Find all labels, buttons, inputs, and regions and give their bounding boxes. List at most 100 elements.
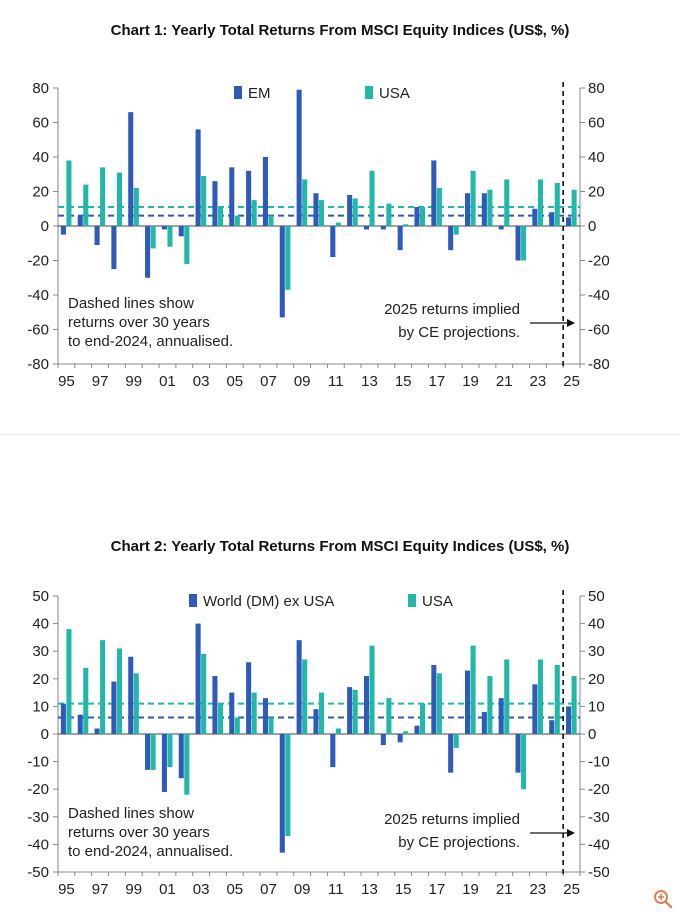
chart2-legend-swatch-0: [189, 594, 197, 607]
chart-2-title: Chart 2: Yearly Total Returns From MSCI …: [110, 538, 570, 555]
chart1-bar-b-2022: [521, 226, 527, 261]
chart1-arrow-head: [567, 319, 575, 327]
chart1-xtick-label: 15: [395, 373, 412, 390]
chart1-annotation-line-1: Dashed lines show: [68, 295, 194, 312]
chart2-bar-a-2009: [296, 640, 302, 734]
chart2-bar-a-2006: [246, 662, 252, 734]
chart1-bar-a-2004: [212, 181, 218, 226]
chart2-bar-a-1996: [77, 714, 83, 734]
chart-2: Chart 2: Yearly Total Returns From MSCI …: [0, 516, 680, 916]
chart1-bar-b-2005: [234, 215, 240, 226]
chart1-bar-a-2019: [464, 193, 471, 226]
chart1-xtick-label: 21: [496, 373, 513, 390]
chart1-xtick-label: 97: [92, 373, 109, 390]
chart2-bar-b-2012: [352, 689, 358, 734]
chart1-bar-a-2003: [195, 129, 201, 226]
chart1-bar-a-1998: [111, 226, 117, 270]
chart1-bar-a-2009: [296, 89, 302, 226]
chart2-xtick-label: 23: [530, 881, 547, 898]
chart2-bar-b-2020: [487, 676, 493, 734]
chart1-bar-a-1995: [60, 226, 66, 235]
chart1-xtick-label: 11: [328, 373, 344, 390]
chart2-ytick-label-right: -50: [588, 864, 610, 881]
chart1-annotation-line-5: by CE projections.: [398, 324, 520, 341]
chart1-bar-a-2012: [347, 194, 353, 226]
chart1-ytick-label-right: -60: [588, 322, 610, 339]
chart2-bar-b-2025: [571, 676, 577, 734]
chart2-xtick-label: 15: [395, 881, 412, 898]
chart2-bar-a-2004: [212, 676, 218, 734]
chart2-bar-b-2021: [504, 659, 510, 734]
chart2-bar-b-1995: [66, 629, 72, 734]
chart1-bar-b-2018: [453, 226, 459, 235]
chart2-ytick-label-right: -40: [588, 836, 610, 853]
chart2-bar-a-2020: [481, 711, 487, 734]
chart1-xtick-label: 09: [294, 373, 311, 390]
chart2-ytick-label-left: -10: [27, 754, 49, 771]
chart2-ytick-label-right: 50: [588, 588, 605, 605]
chart2-xtick-label: 07: [260, 881, 277, 898]
chart2-bar-b-2000: [150, 734, 156, 770]
chart2-annotation-line-4: 2025 returns implied: [384, 811, 520, 828]
chart1-bar-b-1995: [66, 160, 72, 226]
chart2-bar-a-2001: [161, 734, 167, 792]
chart2-bar-b-2015: [403, 731, 409, 734]
chart1-xtick-label: 17: [429, 373, 446, 390]
chart1-bar-b-2007: [268, 215, 274, 226]
chart2-bar-b-1997: [100, 640, 106, 734]
chart1-bar-b-2025: [571, 189, 577, 226]
chart2-ytick-label-right: 20: [588, 671, 605, 688]
chart2-bar-b-1996: [83, 667, 89, 734]
chart2-ytick-label-left: -50: [27, 864, 49, 881]
chart1-bar-b-2023: [537, 179, 543, 226]
chart1-bar-a-2021: [498, 226, 504, 230]
chart2-bar-b-1998: [116, 648, 122, 734]
chart2-xtick-label: 21: [496, 881, 513, 898]
chart2-xtick-label: 11: [328, 881, 344, 898]
chart2-bar-b-2019: [470, 645, 476, 734]
chart1-bar-b-2019: [470, 170, 476, 226]
chart1-ytick-label-right: 60: [588, 115, 605, 132]
zoom-in-icon[interactable]: [652, 888, 674, 910]
chart2-annotation-line-2: returns over 30 years: [68, 824, 210, 841]
chart2-ytick-label-left: 20: [32, 671, 49, 688]
chart2-bar-b-2013: [369, 645, 375, 734]
chart2-ytick-label-left: 10: [32, 698, 49, 715]
chart1-bar-a-1997: [94, 226, 100, 245]
chart1-xtick-label: 03: [193, 373, 210, 390]
chart1-ytick-label-left: 80: [32, 80, 49, 97]
chart2-bar-b-2018: [453, 734, 459, 748]
chart1-bar-a-2018: [448, 226, 454, 251]
chart2-annotation-line-1: Dashed lines show: [68, 805, 194, 822]
chart2-ytick-label-left: -30: [27, 809, 49, 826]
chart2-ytick-label-right: -30: [588, 809, 610, 826]
chart2-bar-a-2010: [313, 709, 319, 734]
chart1-xtick-label: 19: [462, 373, 479, 390]
chart2-bar-b-2010: [319, 692, 325, 734]
chart2-bar-a-2021: [498, 698, 504, 734]
chart1-bar-b-2009: [302, 179, 308, 226]
chart1-bar-a-2010: [313, 193, 319, 226]
chart2-xtick-label: 03: [193, 881, 210, 898]
chart2-xtick-label: 99: [125, 881, 142, 898]
chart1-bar-a-2022: [515, 226, 521, 261]
chart2-bar-a-2019: [464, 670, 471, 734]
chart1-bar-a-2014: [380, 226, 386, 230]
chart1-bar-a-2011: [330, 226, 336, 258]
chart1-xtick-label: 23: [530, 373, 547, 390]
chart1-ytick-label-left: 40: [32, 149, 49, 166]
chart2-bar-a-2025: [566, 706, 572, 734]
chart1-bar-a-2017: [431, 160, 437, 226]
chart2-bar-a-2013: [363, 676, 370, 734]
chart2-xtick-label: 19: [462, 881, 479, 898]
chart2-bar-a-1997: [94, 728, 100, 734]
chart1-ytick-label-left: -60: [27, 322, 49, 339]
chart1-ytick-label-right: 0: [588, 218, 596, 235]
chart1-bar-b-1998: [116, 172, 122, 226]
chart2-bar-a-2017: [431, 665, 437, 734]
chart1-xtick-label: 07: [260, 373, 277, 390]
chart2-ytick-label-left: 0: [41, 726, 49, 743]
chart1-xtick-label: 13: [361, 373, 378, 390]
chart2-bar-a-2011: [330, 734, 336, 768]
chart2-bar-b-2016: [420, 703, 426, 734]
